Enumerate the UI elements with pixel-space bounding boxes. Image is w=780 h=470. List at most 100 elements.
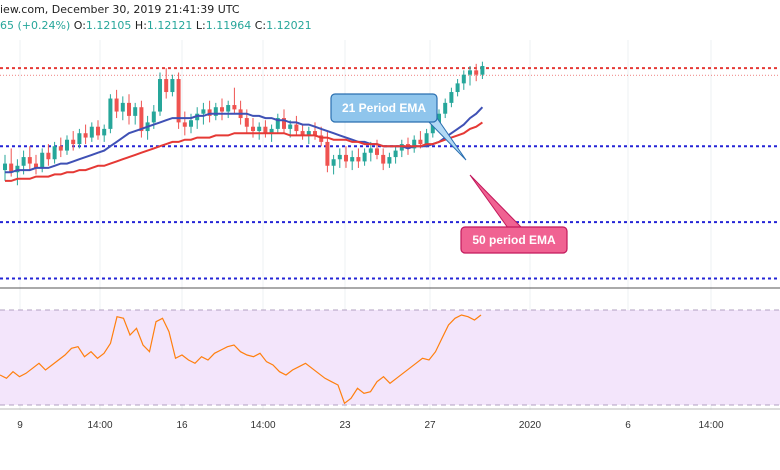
candle-body <box>251 126 255 132</box>
candle-body <box>207 109 212 116</box>
candle-body <box>102 128 107 136</box>
change-value: 65 (+0.24%) <box>0 19 71 32</box>
open-value: 1.12105 <box>85 19 132 32</box>
candle-body <box>313 131 317 136</box>
candle-body <box>220 107 224 112</box>
candle-body <box>362 152 367 162</box>
candle-body <box>443 102 448 114</box>
candle-body <box>213 107 218 116</box>
candle-body <box>164 79 169 93</box>
candle-body <box>474 70 479 75</box>
rsi-panel <box>0 309 780 406</box>
candle-body <box>151 111 156 123</box>
candle-body <box>294 124 299 132</box>
candle-body <box>232 105 237 110</box>
high-value: 1.12121 <box>146 19 193 32</box>
candle-body <box>393 150 398 158</box>
candle-body <box>269 128 274 134</box>
candle-body <box>15 165 20 173</box>
x-tick-label: 2020 <box>519 420 542 431</box>
candle-body <box>244 118 249 127</box>
candle-body <box>424 133 429 145</box>
candle-body <box>337 154 342 160</box>
candle-body <box>58 146 63 151</box>
x-tick-label: 27 <box>424 420 436 431</box>
candle-body <box>288 124 293 129</box>
candle-body <box>34 163 38 168</box>
candle-body <box>40 152 45 168</box>
callout-label-50: 50 period EMA <box>472 233 556 247</box>
candle-body <box>319 135 324 142</box>
high-label: H: <box>134 19 147 32</box>
candle-body <box>182 122 187 127</box>
candle-body <box>189 120 193 127</box>
candle-body <box>480 66 485 75</box>
candle-body <box>9 163 14 173</box>
callout-box-21 <box>330 93 438 123</box>
callout-box-50 <box>460 226 568 254</box>
candle-body <box>52 146 57 160</box>
candle-body <box>114 98 119 112</box>
candle-body <box>468 70 472 75</box>
candle-body <box>176 79 181 123</box>
candle-body <box>350 157 355 162</box>
candle-body <box>195 113 200 121</box>
candle-body <box>331 159 336 166</box>
callout-pointer-50 <box>469 174 524 229</box>
candle-body <box>306 131 311 136</box>
ema-annotations: 21 Period EMA 50 period EMA <box>330 93 568 254</box>
candle-body <box>257 126 262 132</box>
x-tick-label: 16 <box>176 420 188 431</box>
candle-body <box>3 163 7 171</box>
low-value: 1.11964 <box>205 19 252 32</box>
ema-50-line <box>5 121 483 182</box>
candle-body <box>139 107 144 132</box>
candle-body <box>133 107 138 116</box>
rsi-band <box>0 310 780 405</box>
candle-body <box>381 154 386 164</box>
candle-body <box>77 133 82 145</box>
candle-body <box>71 139 76 145</box>
candle-body <box>127 102 131 116</box>
candle-body <box>83 133 88 138</box>
candle-body <box>226 105 231 112</box>
candle-body <box>356 157 361 162</box>
candle-body <box>399 144 404 151</box>
candle-body <box>300 131 305 136</box>
candle-body <box>108 98 113 129</box>
chart-source-date: iew.com, December 30, 2019 21:41:39 UTC <box>0 3 240 16</box>
candle-body <box>375 148 379 155</box>
low-label: L: <box>195 19 206 32</box>
candle-body <box>65 139 69 151</box>
close-label: C: <box>254 19 267 32</box>
candle-body <box>201 109 206 114</box>
candlesticks <box>3 61 485 186</box>
candle-body <box>263 126 268 134</box>
candle-body <box>282 118 286 129</box>
time-axis: 9 14:00 16 14:00 23 27 2020 6 14:00 <box>17 420 724 431</box>
candle-body <box>96 126 100 136</box>
candle-body <box>120 102 125 112</box>
close-value: 1.12021 <box>266 19 312 32</box>
candle-body <box>89 126 94 138</box>
candle-body <box>325 141 330 166</box>
candle-body <box>418 139 423 145</box>
x-tick-label: 6 <box>625 420 631 431</box>
candle-body <box>455 83 460 93</box>
candle-body <box>368 148 373 153</box>
x-tick-label: 14:00 <box>250 420 275 431</box>
candle-body <box>449 92 454 103</box>
candle-body <box>461 74 466 84</box>
ema-lines <box>5 106 484 182</box>
candle-body <box>437 113 441 125</box>
x-tick-label: 14:00 <box>698 420 723 431</box>
x-tick-label: 23 <box>339 420 351 431</box>
ohlc-readout: 65 (+0.24%) O:1.12105 H:1.12121 L:1.1196… <box>0 19 312 32</box>
candle-body <box>275 118 280 129</box>
rsi-line <box>0 314 482 405</box>
candle-body <box>387 157 392 164</box>
callout-label-21: 21 Period EMA <box>342 101 426 115</box>
candle-body <box>344 154 348 162</box>
x-tick-label: 14:00 <box>87 420 112 431</box>
